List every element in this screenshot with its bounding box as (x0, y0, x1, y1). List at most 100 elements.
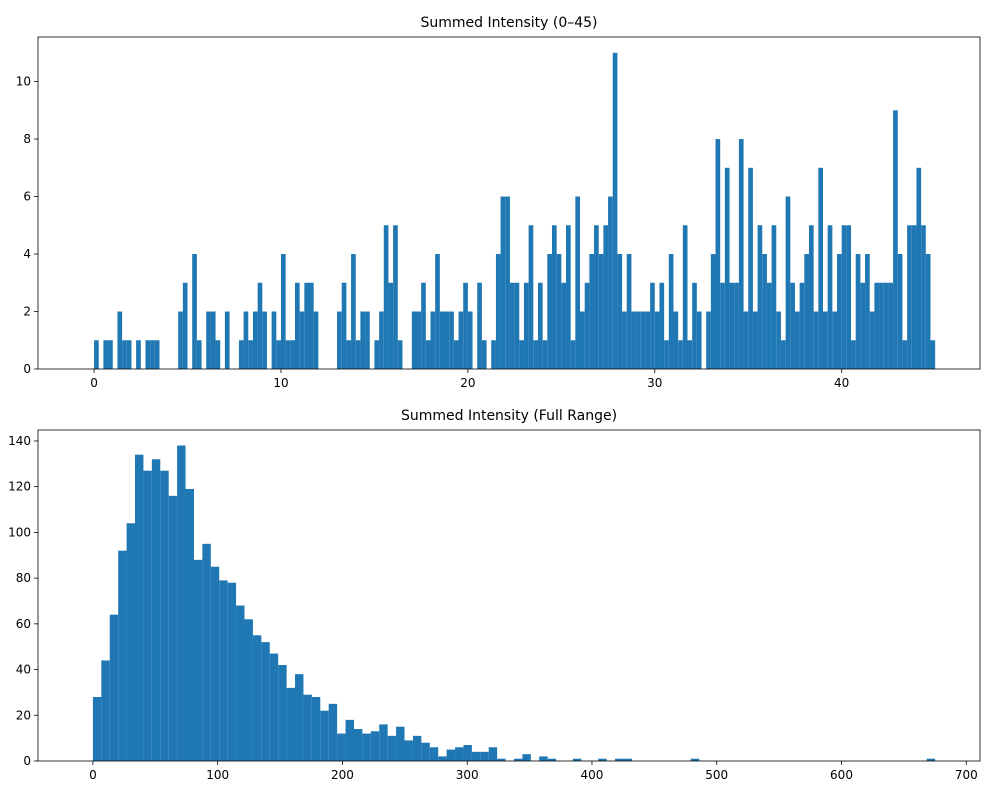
histogram-bar (622, 311, 627, 369)
histogram-bar (404, 740, 413, 761)
histogram-bar (690, 758, 700, 761)
histogram-bar (244, 619, 253, 761)
histogram-bar (122, 340, 127, 369)
histogram-bar (851, 340, 856, 369)
histogram-bar (523, 282, 529, 369)
histogram-bar (383, 225, 389, 369)
histogram-bar (608, 196, 613, 369)
histogram-bar (570, 340, 576, 369)
histogram-bar (584, 282, 590, 369)
histogram-bar (227, 582, 237, 761)
histogram-bar (580, 311, 585, 369)
subplot: Summed Intensity (Full Range)0 100 200 300 4… (8, 408, 981, 782)
histogram-bar (236, 605, 245, 761)
histogram-bar (206, 311, 211, 369)
histogram-bar (860, 282, 866, 369)
histogram-bar (556, 254, 562, 369)
histogram-bar (168, 495, 178, 761)
histogram-bar (659, 282, 665, 369)
histogram-bar (897, 254, 903, 369)
histogram-bar (416, 311, 422, 369)
chart-title: Summed Intensity (0–45) (420, 15, 597, 31)
histogram-bar (421, 282, 426, 369)
histogram-bar (855, 254, 861, 369)
histogram-bar (594, 225, 599, 369)
histogram-bar (362, 733, 371, 761)
histogram-bar (393, 225, 398, 369)
histogram-bar (286, 687, 296, 761)
histogram-bar (780, 340, 786, 369)
histogram-bar (290, 340, 295, 369)
histogram-bar (379, 724, 388, 761)
histogram-bar (278, 664, 287, 761)
histogram-bar (477, 282, 482, 369)
histogram-bar (650, 282, 655, 369)
histogram-bar (799, 282, 805, 369)
histogram-bar (285, 340, 291, 369)
histogram-bar (337, 733, 346, 761)
histogram-bar (360, 311, 366, 369)
histogram-bar (430, 311, 436, 369)
histogram-bar (827, 225, 833, 369)
histogram-bar (752, 311, 758, 369)
histogram-bar (160, 470, 169, 761)
histogram-bar (143, 470, 152, 761)
histogram-bar (311, 696, 321, 761)
histogram-bar (117, 311, 123, 369)
histogram-bar (645, 311, 651, 369)
histogram-bar (654, 311, 660, 369)
histogram-bar (294, 282, 300, 369)
histogram-bar (513, 758, 523, 761)
histogram-bar (262, 311, 267, 369)
histogram-bar (210, 566, 220, 761)
histogram-bar (678, 340, 683, 369)
histogram-bar (748, 167, 753, 369)
x-tick-label: 300 (456, 768, 479, 782)
histogram-bar (320, 710, 329, 761)
histogram-bar (734, 282, 739, 369)
histogram-bar (328, 703, 338, 761)
histogram-bar (337, 311, 342, 369)
histogram-bar (547, 254, 552, 369)
histogram-bar (720, 282, 725, 369)
histogram-bar (185, 488, 194, 761)
x-tick-label: 30 (647, 376, 662, 390)
histogram-bar (351, 254, 356, 369)
histogram-bar (636, 311, 641, 369)
histogram-bar (738, 139, 744, 369)
histogram-bar (615, 758, 624, 761)
histogram-bar (626, 254, 632, 369)
histogram-bar (668, 254, 674, 369)
histogram-bar (771, 225, 777, 369)
histogram-bar (832, 311, 838, 369)
histogram-bar (92, 696, 102, 761)
histogram-bar (743, 311, 749, 369)
histogram-bar (365, 311, 370, 369)
histogram-bar (243, 311, 249, 369)
histogram-bar (438, 756, 447, 761)
histogram-bar (177, 445, 186, 761)
histogram-bar (295, 674, 304, 761)
histogram-bar (387, 735, 397, 761)
histogram-bar (304, 282, 310, 369)
histogram-bar (790, 282, 795, 369)
histogram-bar (397, 340, 403, 369)
y-tick-label: 120 (8, 480, 31, 494)
histogram-bar (196, 340, 202, 369)
histogram-bar (623, 758, 632, 761)
histogram-bar (598, 758, 607, 761)
histogram-bar (762, 254, 767, 369)
histogram-bar (463, 744, 472, 761)
histogram-bar (126, 340, 132, 369)
histogram-bar (572, 758, 582, 761)
histogram-bar (808, 225, 814, 369)
x-tick-label: 0 (89, 768, 97, 782)
x-tick-label: 700 (955, 768, 978, 782)
histogram-bar (261, 642, 270, 761)
histogram-bar (664, 340, 669, 369)
histogram-bar (467, 311, 473, 369)
histogram-bar (215, 340, 221, 369)
histogram-bar (219, 580, 228, 761)
x-tick-label: 100 (206, 768, 229, 782)
